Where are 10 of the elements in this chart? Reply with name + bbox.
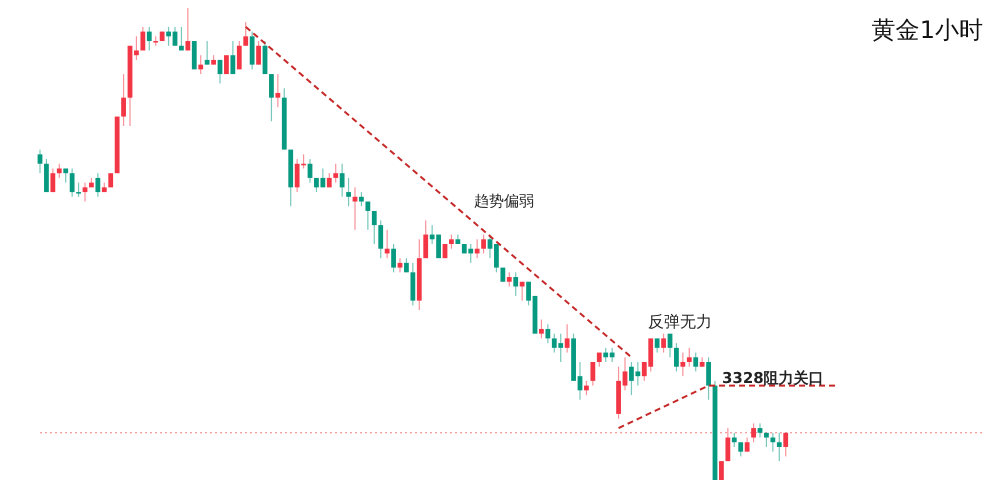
annotation: 3328阻力关口 xyxy=(722,369,824,387)
candlestick xyxy=(108,172,114,188)
candlestick xyxy=(719,460,724,481)
text: 黄金1小时 xyxy=(872,16,983,44)
annotation: 反弹无力 xyxy=(648,312,712,331)
annotation: 趋势偏弱 xyxy=(474,192,534,210)
candlestick xyxy=(500,267,506,282)
candlestick xyxy=(224,54,229,75)
candlestick xyxy=(462,243,467,254)
candlestick xyxy=(442,243,448,259)
